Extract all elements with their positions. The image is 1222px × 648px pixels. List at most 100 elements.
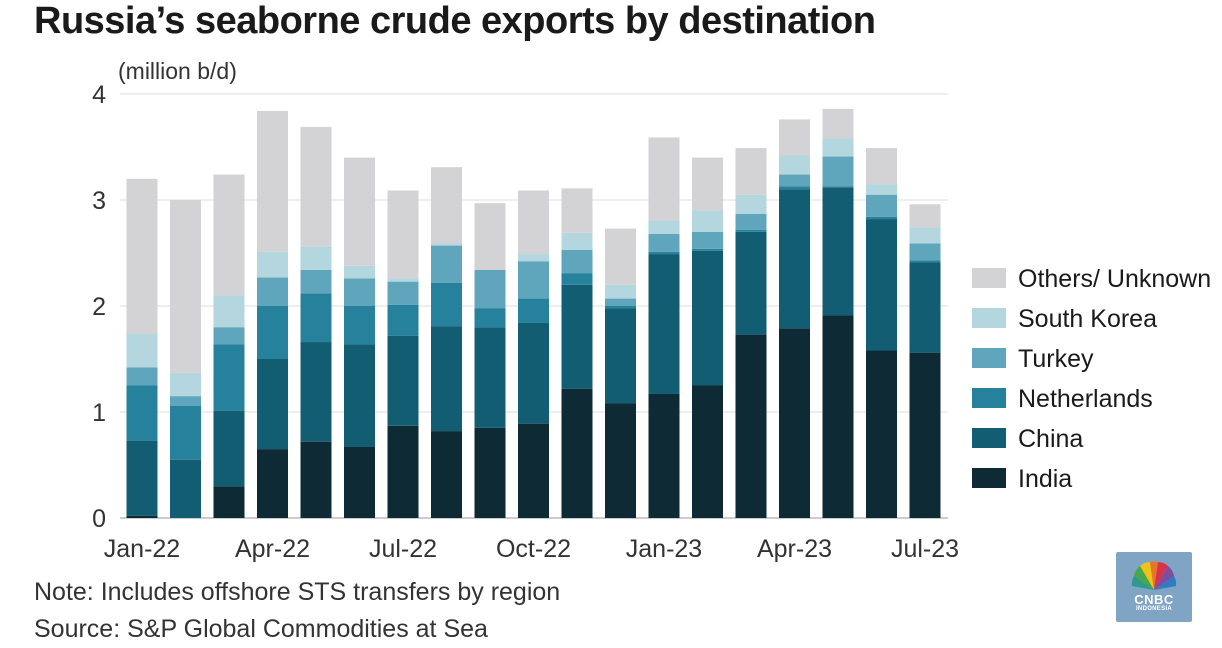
bar-segment-others-unknown xyxy=(692,157,723,211)
bar-segment-others-unknown xyxy=(735,148,767,195)
bar-segment-turkey xyxy=(518,261,549,299)
bar-segment-netherlands xyxy=(474,308,506,328)
bar-segment-others-unknown xyxy=(866,148,897,185)
bar-segment-netherlands xyxy=(387,304,419,336)
bar-segment-netherlands xyxy=(605,306,636,309)
bar-segment-netherlands xyxy=(692,248,723,251)
bar-segment-china xyxy=(170,459,201,518)
legend-label: India xyxy=(1018,465,1073,493)
bar-segment-turkey xyxy=(431,245,462,283)
bar-segment-turkey xyxy=(735,213,767,230)
bar-segment-south-korea xyxy=(518,254,549,262)
bar-segment-south-korea xyxy=(213,295,245,328)
bar-segment-india xyxy=(779,328,810,518)
bar-segment-others-unknown xyxy=(170,200,201,373)
logo-wordmark: CNBC xyxy=(1134,592,1174,607)
bar-segment-india xyxy=(866,350,897,518)
bar-segment-india xyxy=(474,427,506,518)
bar-segment-turkey xyxy=(779,174,810,187)
bar-segment-others-unknown xyxy=(300,126,332,247)
bar-segment-netherlands xyxy=(170,405,201,460)
bar-segment-netherlands xyxy=(822,186,854,188)
bar-segment-south-korea xyxy=(779,155,810,175)
bar-segment-turkey xyxy=(822,156,854,187)
bar-segment-india xyxy=(518,423,549,518)
bar-segment-south-korea xyxy=(344,265,375,279)
bar-segment-turkey xyxy=(866,194,897,217)
bar-segment-others-unknown xyxy=(648,137,680,221)
x-tick-label: Apr-22 xyxy=(235,535,310,563)
bar-segment-india xyxy=(648,393,680,518)
legend-label: Netherlands xyxy=(1018,385,1153,413)
bar-segment-netherlands xyxy=(779,186,810,190)
bar-segment-south-korea xyxy=(909,227,941,244)
bar-segment-south-korea xyxy=(431,243,462,246)
bar-segment-india xyxy=(735,334,767,518)
legend-item: Turkey xyxy=(972,344,1218,374)
bar-segment-turkey xyxy=(387,281,419,305)
bar-segment-turkey xyxy=(648,233,680,252)
bar-segment-netherlands xyxy=(866,216,897,220)
legend-swatch xyxy=(972,348,1006,368)
bars xyxy=(126,108,941,518)
bar-segment-turkey xyxy=(692,231,723,249)
legend-label: South Korea xyxy=(1018,305,1157,333)
legend-item: Netherlands xyxy=(972,384,1218,414)
bar-segment-netherlands xyxy=(909,260,941,263)
x-axis-ticks: Jan-22 Apr-22 Jul-22 Oct-22 Jan-23 Apr-23 Jul-… xyxy=(104,535,959,563)
x-tick-label: Jan-22 xyxy=(104,535,180,563)
chart-source: Source: S&P Global Commodities at Sea xyxy=(34,615,488,643)
bar-segment-others-unknown xyxy=(822,108,854,139)
bar-segment-netherlands xyxy=(257,306,288,359)
bar-segment-south-korea xyxy=(126,333,158,368)
bar-segment-others-unknown xyxy=(126,178,158,334)
bar-segment-south-korea xyxy=(170,372,201,397)
bar-segment-south-korea xyxy=(387,278,419,282)
bar-segment-china xyxy=(822,187,854,316)
y-tick-label: 2 xyxy=(92,293,106,321)
bar-segment-others-unknown xyxy=(431,167,462,244)
bar-segment-china xyxy=(387,335,419,426)
legend-item: China xyxy=(972,424,1218,454)
legend: Others/ Unknown South Korea Turkey Netherla… xyxy=(972,264,1218,504)
legend-swatch xyxy=(972,468,1006,488)
bar-segment-others-unknown xyxy=(561,188,593,233)
bar-segment-south-korea xyxy=(866,184,897,195)
bar-segment-china xyxy=(300,342,332,442)
bar-segment-turkey xyxy=(170,396,201,406)
bar-segment-china xyxy=(692,250,723,386)
legend-label: Turkey xyxy=(1018,345,1094,373)
bar-segment-turkey xyxy=(561,249,593,274)
bar-segment-others-unknown xyxy=(474,203,506,270)
legend-item: South Korea xyxy=(972,304,1218,334)
peacock-icon xyxy=(1131,561,1177,590)
bar-segment-china xyxy=(648,254,680,394)
x-tick-label: Apr-23 xyxy=(757,535,832,563)
bar-segment-china xyxy=(605,308,636,404)
bar-segment-south-korea xyxy=(605,284,636,299)
bar-segment-china xyxy=(431,326,462,432)
x-tick-label: Oct-22 xyxy=(496,535,571,563)
legend-label: Others/ Unknown xyxy=(1018,265,1212,293)
bar-segment-others-unknown xyxy=(518,190,549,255)
chart-note: Note: Includes offshore STS transfers by… xyxy=(34,578,561,606)
bar-segment-turkey xyxy=(213,327,245,345)
legend-swatch xyxy=(972,428,1006,448)
bar-segment-india xyxy=(561,388,593,518)
bar-segment-south-korea xyxy=(822,138,854,157)
bar-segment-others-unknown xyxy=(909,204,941,228)
bar-segment-netherlands xyxy=(561,273,593,285)
bar-segment-turkey xyxy=(257,277,288,306)
bar-segment-china xyxy=(561,284,593,389)
bar-segment-india xyxy=(387,425,419,518)
bar-segment-china xyxy=(866,219,897,351)
bar-segment-netherlands xyxy=(344,306,375,345)
bar-segment-south-korea xyxy=(735,194,767,214)
bar-segment-china xyxy=(735,231,767,335)
x-tick-label: Jul-22 xyxy=(369,535,437,563)
bar-segment-china xyxy=(257,359,288,450)
bar-segment-turkey xyxy=(605,298,636,306)
bar-segment-others-unknown xyxy=(605,228,636,285)
bar-segment-south-korea xyxy=(692,210,723,232)
y-axis-ticks: 0 1 2 3 4 xyxy=(92,81,106,533)
